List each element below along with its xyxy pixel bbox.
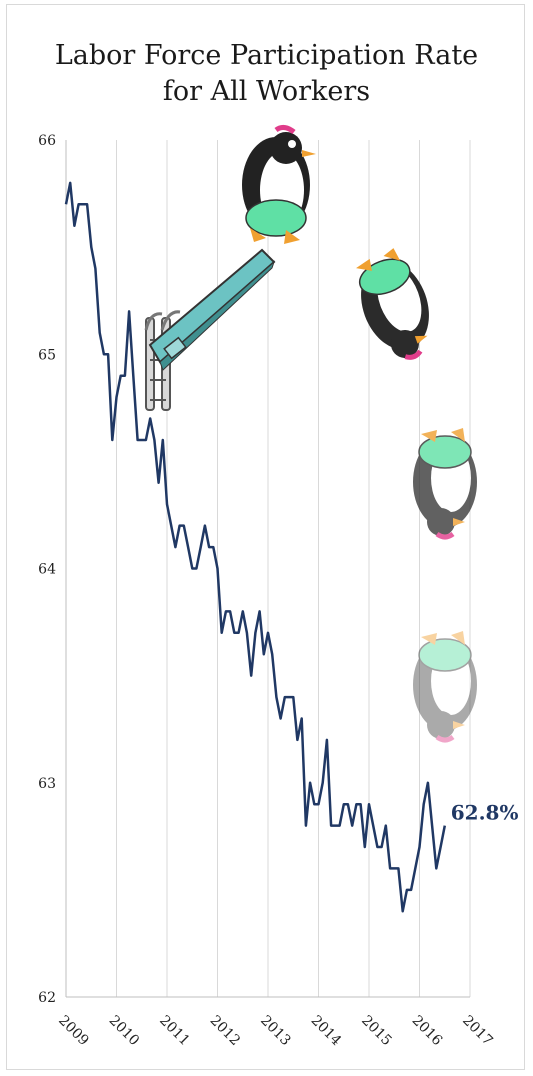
series-line-participation-rate <box>64 181 447 913</box>
gridlines <box>116 140 471 997</box>
axes <box>65 140 470 998</box>
x-tick-label: 2013 <box>257 1013 294 1050</box>
diving-board-icon <box>144 248 276 411</box>
x-tick-label: 2010 <box>106 1013 143 1050</box>
chart-frame <box>6 4 525 1070</box>
y-tick-label: 66 <box>38 133 56 149</box>
x-tick-labels: 2009 2010 2011 2012 2013 2014 2015 2016 2017 <box>55 1013 496 1050</box>
x-tick-label: 2014 <box>308 1013 345 1050</box>
x-tick-label: 2012 <box>207 1013 244 1050</box>
y-tick-label: 64 <box>38 562 56 578</box>
penguin-diving-icon <box>242 124 477 743</box>
x-tick-label: 2011 <box>156 1013 193 1050</box>
x-tick-label: 2016 <box>409 1013 446 1050</box>
y-tick-label: 63 <box>38 776 56 792</box>
end-value-label: 62.8% <box>451 801 519 825</box>
y-tick-label: 65 <box>38 347 56 363</box>
chart-title-line-2: for All Workers <box>162 76 371 107</box>
x-tick-label: 2015 <box>358 1013 395 1050</box>
y-tick-label: 62 <box>38 990 56 1006</box>
y-tick-labels: 62 63 64 65 66 <box>38 133 56 1006</box>
x-tick-label: 2009 <box>55 1013 92 1050</box>
x-tick-label: 2017 <box>459 1013 496 1050</box>
chart-title-line-1: Labor Force Participation Rate <box>54 40 479 71</box>
